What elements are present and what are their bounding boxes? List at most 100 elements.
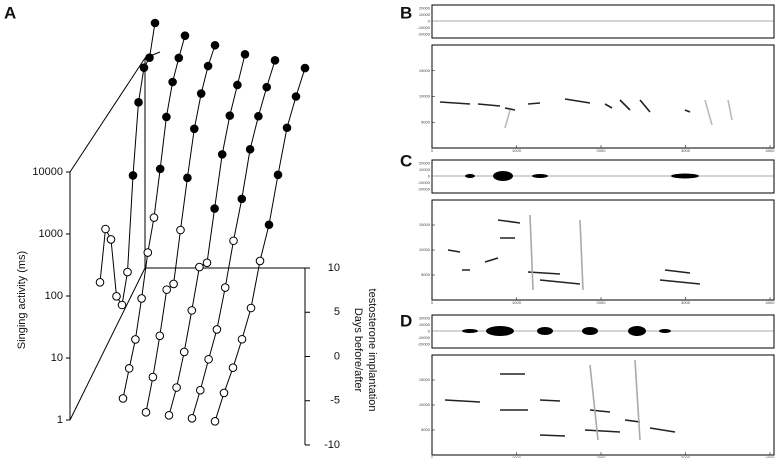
wave-tick-label: -20000 [418, 187, 431, 192]
time-tick-label: 1000 [512, 300, 522, 305]
data-point [176, 225, 185, 235]
wave-tick-label: 0 [428, 174, 431, 179]
data-point [148, 372, 158, 382]
data-point [118, 394, 128, 403]
data-point [123, 267, 132, 277]
time-tick-label: 3000 [681, 300, 691, 305]
data-point [273, 170, 283, 180]
data-point [172, 383, 181, 392]
data-point [128, 171, 138, 180]
time-tick-label: 0 [431, 300, 434, 305]
depth-axis-label: Days before/after [352, 308, 364, 393]
data-point [190, 124, 199, 134]
time-tick-label: 3000 [681, 148, 691, 153]
wave-tick-label: 20000 [419, 316, 431, 321]
panel-label: D [400, 311, 412, 330]
freq-tick-label: 15000 [419, 222, 431, 227]
data-point [179, 347, 189, 357]
freq-tick-label: 10000 [419, 94, 431, 99]
data-point [139, 63, 149, 72]
box-frame [69, 51, 306, 445]
data-point [168, 77, 177, 87]
data-point [143, 248, 153, 257]
data-point [270, 56, 280, 65]
z-tick-label: 10000 [32, 166, 63, 178]
waveform [462, 171, 699, 336]
data-point [162, 112, 171, 122]
time-tick-label: 1000 [512, 148, 522, 153]
data-point [112, 292, 121, 301]
data-point [212, 325, 222, 334]
freq-tick-label: 5000 [421, 119, 431, 124]
wave-tick-label: -20000 [418, 32, 431, 37]
freq-tick-label: 15000 [419, 68, 431, 73]
depth-axis-label: testosterone implantation [366, 289, 378, 412]
spectrogram-traces [439, 98, 733, 441]
data-point [220, 283, 230, 292]
data-point [219, 388, 229, 398]
data-point [183, 173, 192, 183]
wave-tick-label: 10000 [419, 322, 431, 327]
data-point [196, 89, 206, 98]
data-point [187, 414, 197, 423]
time-tick-label: 4000 [766, 300, 776, 305]
data-point [162, 285, 171, 294]
time-tick-label: 2000 [597, 148, 607, 153]
data-point [264, 220, 274, 230]
data-point [164, 411, 174, 420]
freq-tick-label: 5000 [421, 427, 431, 432]
panel-label: B [400, 3, 412, 22]
wave-tick-label: -10000 [418, 25, 431, 30]
data-point [204, 354, 213, 364]
data-point [149, 213, 159, 222]
depth-tick-label: 0 [334, 350, 340, 362]
z-tick-label: 1000 [39, 228, 63, 240]
data-point [155, 331, 165, 341]
data-point [210, 40, 220, 50]
data-point [195, 262, 204, 272]
panel-label: A [4, 3, 16, 22]
depth-tick-label: -5 [330, 395, 340, 407]
data-point [245, 144, 255, 154]
data-point [237, 194, 247, 204]
data-point [229, 236, 238, 246]
data-point [101, 224, 110, 234]
time-tick-label: 0 [431, 148, 434, 153]
data-point [254, 111, 263, 121]
z-tick-label: 1 [57, 414, 63, 426]
data-point [233, 80, 242, 90]
data-point [217, 150, 227, 159]
z-tick-label: 100 [45, 290, 63, 302]
depth-tick-label: -10 [324, 439, 340, 451]
data-point [134, 98, 143, 107]
data-point [202, 258, 212, 268]
time-tick-label: 4000 [766, 148, 776, 153]
data-point [169, 279, 178, 289]
data-point [187, 306, 197, 315]
depth-tick-label: 10 [328, 262, 340, 274]
freq-tick-label: 10000 [419, 247, 431, 252]
data-point [145, 53, 154, 62]
wave-tick-label: -10000 [418, 180, 431, 185]
z-tick-label: 10 [51, 352, 63, 364]
wave-tick-label: 20000 [419, 161, 431, 166]
data-point [225, 111, 235, 120]
wave-tick-label: -20000 [418, 342, 431, 347]
data-point [203, 61, 213, 71]
data-point [300, 63, 310, 73]
wave-tick-label: 0 [428, 19, 431, 24]
wave-tick-label: 10000 [419, 12, 431, 17]
freq-tick-label: 5000 [421, 272, 431, 277]
wave-tick-label: 0 [428, 329, 431, 334]
panel-label: C [400, 151, 412, 170]
data-point [155, 164, 165, 174]
data-point [246, 303, 256, 313]
data-point [150, 18, 160, 28]
wave-tick-label: 10000 [419, 167, 431, 172]
data-point [131, 335, 140, 344]
data-point [228, 363, 238, 372]
data-point [255, 256, 265, 266]
data-point [137, 294, 146, 303]
data-point [291, 92, 301, 101]
data-point [174, 53, 184, 63]
